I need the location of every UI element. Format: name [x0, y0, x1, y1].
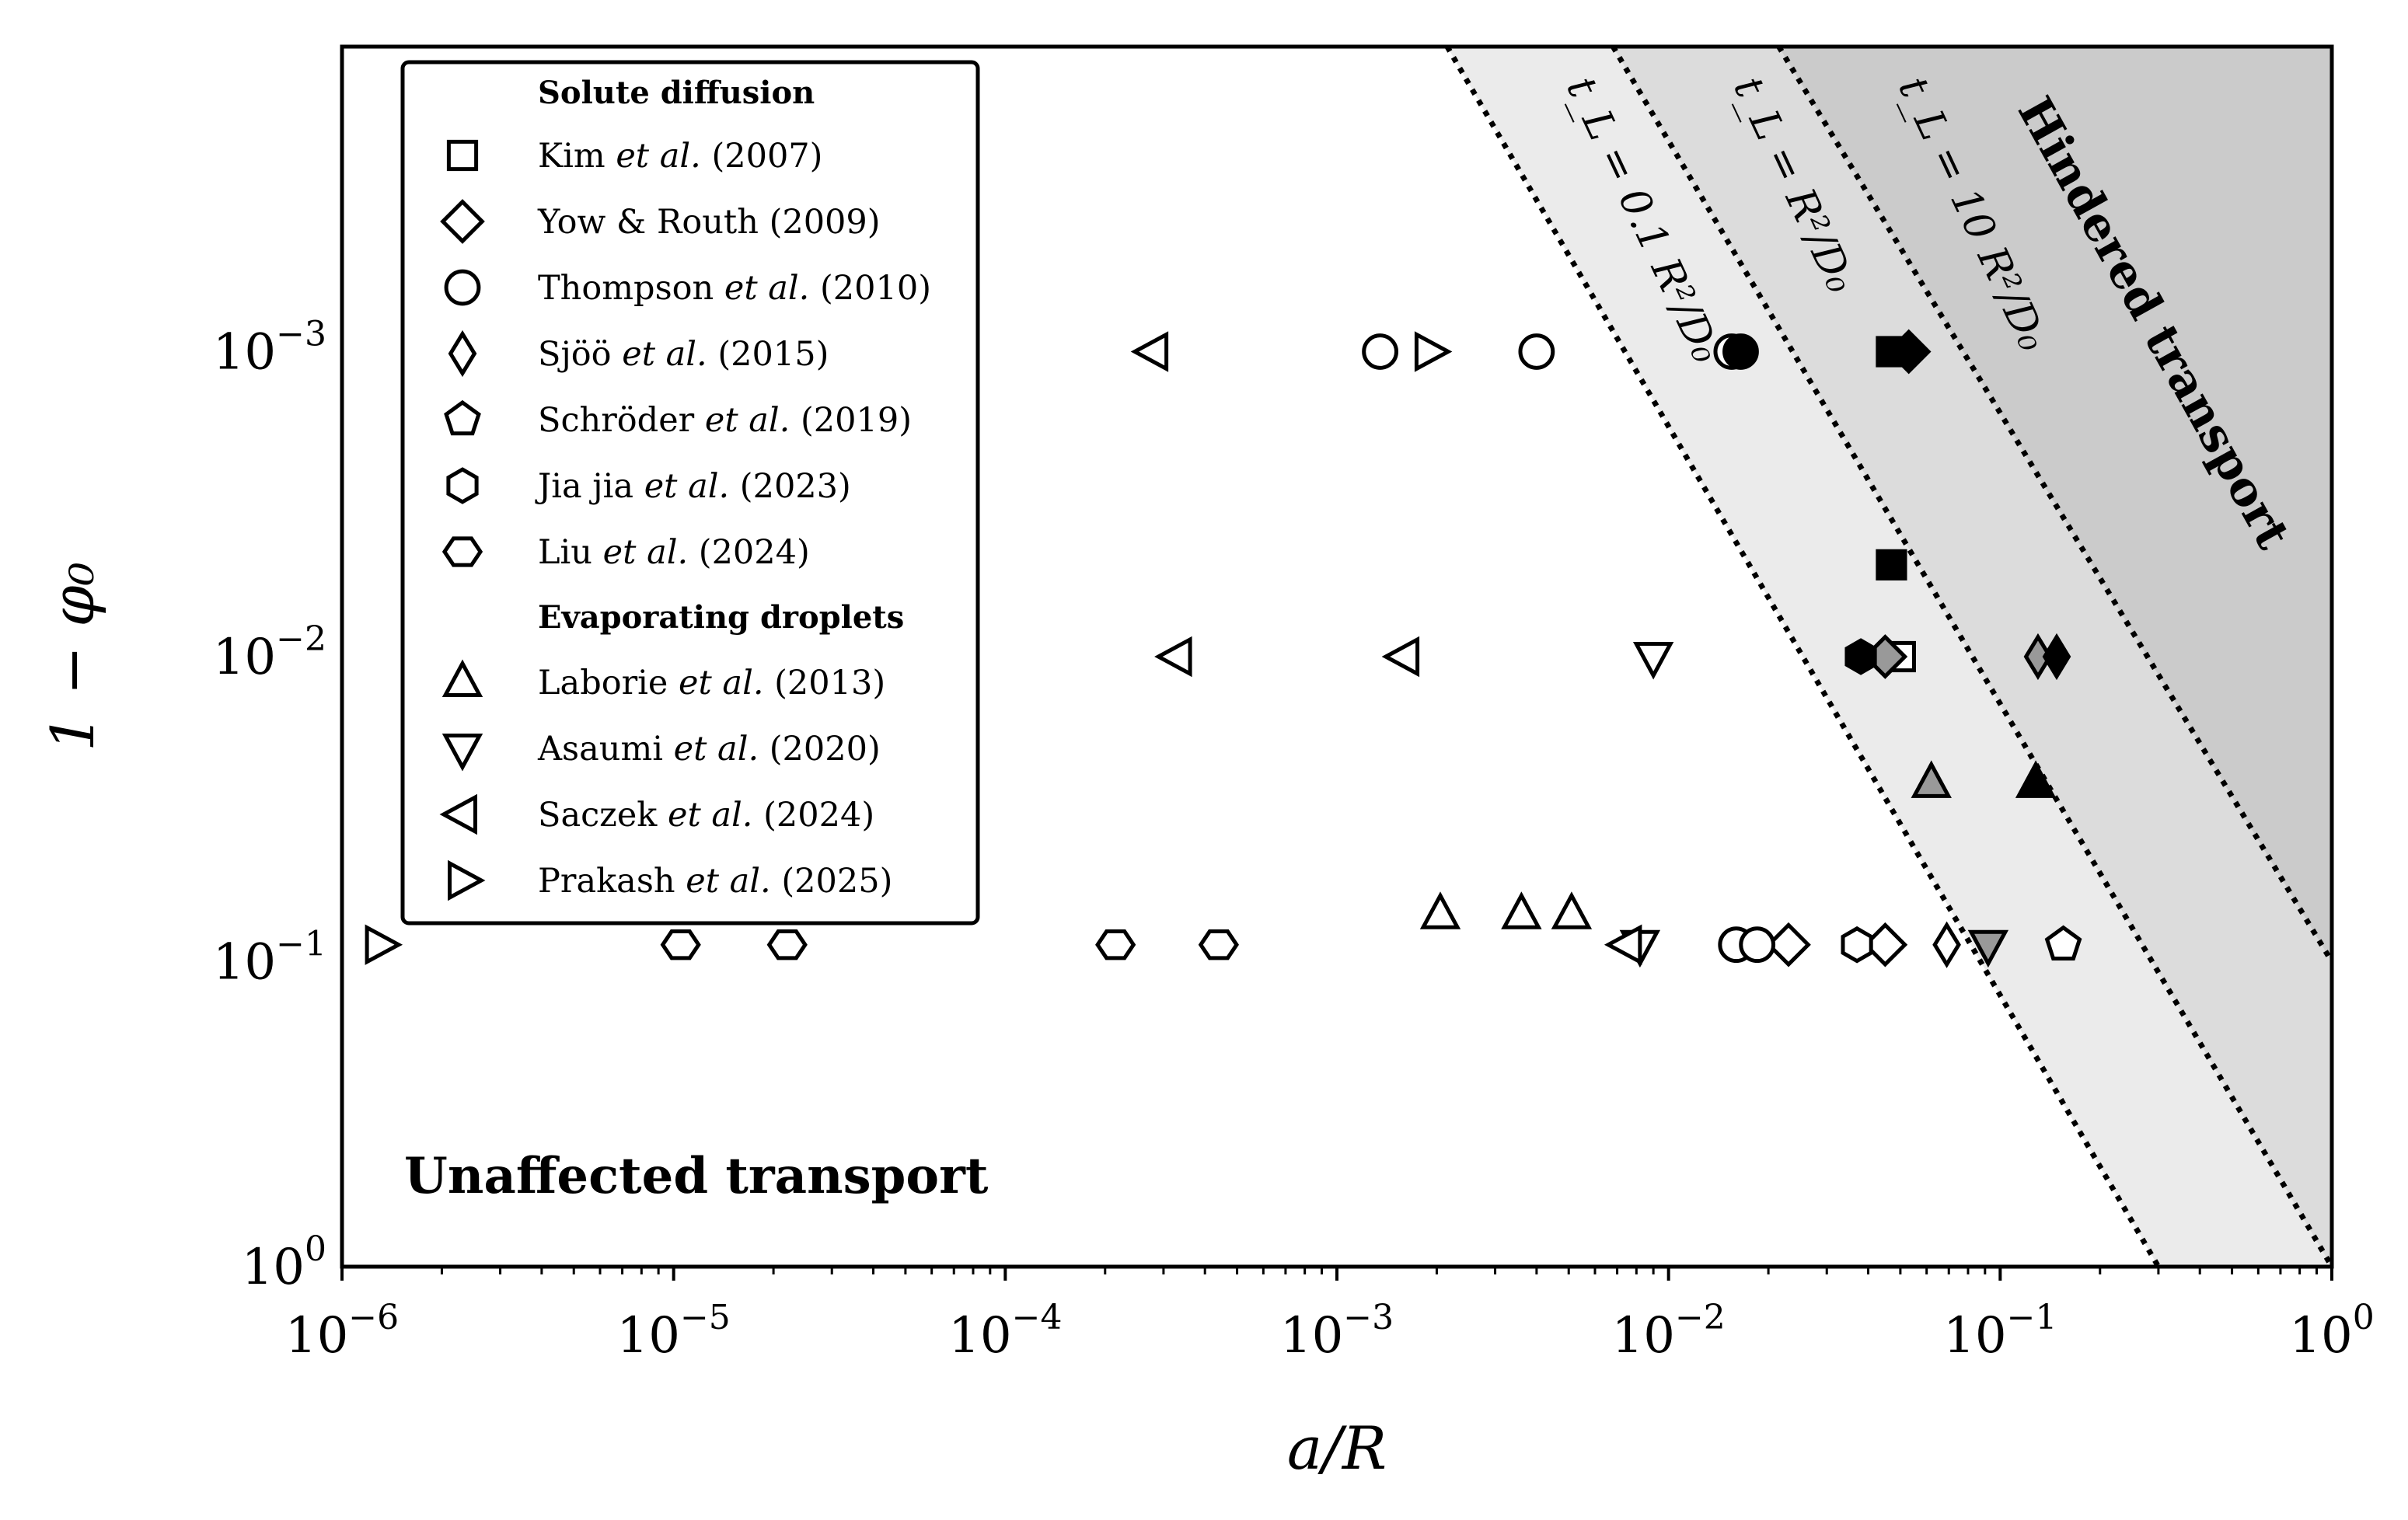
marker-pentagon-0 — [2044, 925, 2082, 961]
marker-tri-down-0 — [1632, 642, 1674, 680]
marker-hexagon-h-2 — [1095, 929, 1136, 960]
x-tick-label: 100 — [2289, 1298, 2374, 1365]
legend-entry: Kim et al. (2007) — [446, 137, 822, 176]
x-ticks — [340, 1267, 2333, 1281]
marker-circle-1 — [1518, 333, 1555, 370]
marker-tri-left-1 — [1154, 636, 1192, 678]
boundary-lines — [1444, 47, 2332, 1267]
x-tick-label: 10−1 — [1943, 1298, 2057, 1365]
legend-entry-label: Asaumi et al. (2020) — [537, 730, 881, 769]
marker-tri-up-4 — [2015, 760, 2057, 798]
y-tick-label: 100 — [242, 1229, 326, 1296]
marker-tri-left-2 — [1381, 636, 1420, 678]
legend-heading-solute: Solute diffusion — [538, 75, 815, 111]
marker-tri-right-0 — [365, 924, 403, 965]
legend-marker-diamond — [440, 199, 485, 244]
legend-marker-tri-right — [448, 859, 486, 901]
legend-entry-label: Jia jia et al. (2023) — [535, 467, 851, 506]
marker-tri-up-1 — [1501, 891, 1542, 929]
y-axis-title-text: 1 − φ₀ — [38, 562, 107, 751]
legend-marker-thin-diamond — [448, 329, 477, 378]
y-tick-label: 10−1 — [213, 925, 326, 992]
legend-entry-label: Thompson et al. (2010) — [538, 269, 931, 308]
marker-thin-diamond-2 — [2042, 633, 2071, 681]
marker-hexagon-h-3 — [1198, 929, 1239, 960]
marker-hexagon-h-0 — [660, 929, 701, 960]
marker-circle-3 — [1722, 333, 1759, 370]
y-tick-label: 10−2 — [213, 619, 326, 686]
legend-entry: Asaumi et al. (2020) — [441, 730, 881, 772]
legend-entry: Jia jia et al. (2023) — [446, 467, 851, 506]
marker-thin-diamond-1 — [2023, 633, 2053, 681]
legend-entry-label: Schröder et al. (2019) — [538, 401, 912, 440]
legend-entry: Yow & Routh (2009) — [440, 199, 881, 244]
marker-hexagon-h-1 — [766, 929, 808, 960]
y-axis-title: 1 − φ₀ — [38, 562, 107, 751]
legend-entry-label: Kim et al. (2007) — [538, 137, 822, 176]
legend-entry: Prakash et al. (2025) — [448, 859, 892, 901]
x-tick-label: 10−2 — [1612, 1298, 1726, 1365]
x-tick-labels: 10−6 10−5 10−4 10−3 10−2 10−1 100 — [285, 1298, 2375, 1365]
y-tick-labels: 10−3 10−2 10−1 100 — [213, 315, 326, 1297]
legend-heading-evaporating: Evaporating droplets — [538, 599, 904, 636]
marker-tri-up-0 — [1419, 891, 1461, 929]
x-tick-label: 10−6 — [285, 1298, 399, 1365]
boundary-line-tl-10 — [1776, 47, 2332, 964]
legend-entry: Saczek et al. (2024) — [439, 793, 874, 835]
x-tick-label: 10−3 — [1280, 1298, 1394, 1365]
region-hindered — [1778, 47, 2332, 962]
marker-circle-5 — [1739, 926, 1776, 964]
legend-entry-label: Saczek et al. (2024) — [538, 796, 874, 835]
legend-box — [400, 60, 980, 926]
y-tick-label: 10−3 — [213, 315, 326, 382]
marker-square-1 — [1876, 549, 1907, 580]
marker-diamond-3 — [1886, 329, 1932, 375]
legend: Solute diffusion Evaporating droplets Ki… — [400, 60, 980, 926]
legend-entries: Kim et al. (2007) Yow & Routh (2009) Thomp… — [439, 137, 931, 901]
legend-entry: Sjöö et al. (2015) — [448, 329, 829, 378]
legend-entry-label: Laborie et al. (2013) — [538, 664, 885, 702]
marker-diamond-0 — [1766, 922, 1811, 967]
x-tick-label: 10−4 — [948, 1298, 1062, 1365]
region-label-unaffected: Unaffected transport — [404, 1147, 989, 1205]
marker-tri-right-1 — [1414, 331, 1453, 372]
legend-marker-pentagon — [444, 399, 481, 436]
x-axis-title: a/R — [1287, 1414, 1387, 1483]
legend-entry: Liu et al. (2024) — [441, 533, 810, 572]
legend-entry-label: Yow & Routh (2009) — [537, 203, 881, 242]
marker-tri-up-2 — [1551, 891, 1593, 929]
marker-circle-0 — [1362, 333, 1399, 370]
legend-entry: Laborie et al. (2013) — [441, 659, 885, 702]
marker-hexagon-v-0 — [1841, 926, 1873, 964]
legend-entry: Thompson et al. (2010) — [444, 269, 931, 308]
legend-marker-hexagon-v — [446, 467, 479, 504]
legend-marker-tri-up — [441, 659, 483, 697]
legend-entry: Schröder et al. (2019) — [444, 399, 912, 440]
marker-tri-up-3 — [1911, 760, 1952, 798]
x-tick-label: 10−5 — [617, 1298, 731, 1365]
legend-marker-square — [446, 139, 479, 172]
legend-marker-circle — [444, 269, 481, 306]
marker-thin-diamond-0 — [1932, 921, 1961, 968]
legend-marker-tri-down — [441, 734, 483, 772]
legend-entry-label: Liu et al. (2024) — [538, 533, 810, 572]
legend-entry-label: Prakash et al. (2025) — [538, 862, 892, 901]
marker-tri-left-3 — [1604, 924, 1642, 965]
legend-marker-tri-left — [439, 793, 477, 835]
legend-marker-hexagon-h — [441, 536, 483, 567]
marker-hexagon-v-1 — [1844, 638, 1877, 675]
marker-tri-down-2 — [1967, 929, 2009, 968]
marker-tri-left-0 — [1130, 331, 1169, 372]
data-markers — [365, 329, 2082, 968]
legend-entry-label: Sjöö et al. (2015) — [538, 335, 829, 374]
